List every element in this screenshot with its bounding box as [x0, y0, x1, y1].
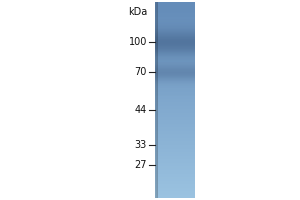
Text: kDa: kDa	[128, 7, 147, 17]
Text: 27: 27	[134, 160, 147, 170]
Text: 100: 100	[129, 37, 147, 47]
Text: 44: 44	[135, 105, 147, 115]
Text: 33: 33	[135, 140, 147, 150]
Text: 70: 70	[135, 67, 147, 77]
